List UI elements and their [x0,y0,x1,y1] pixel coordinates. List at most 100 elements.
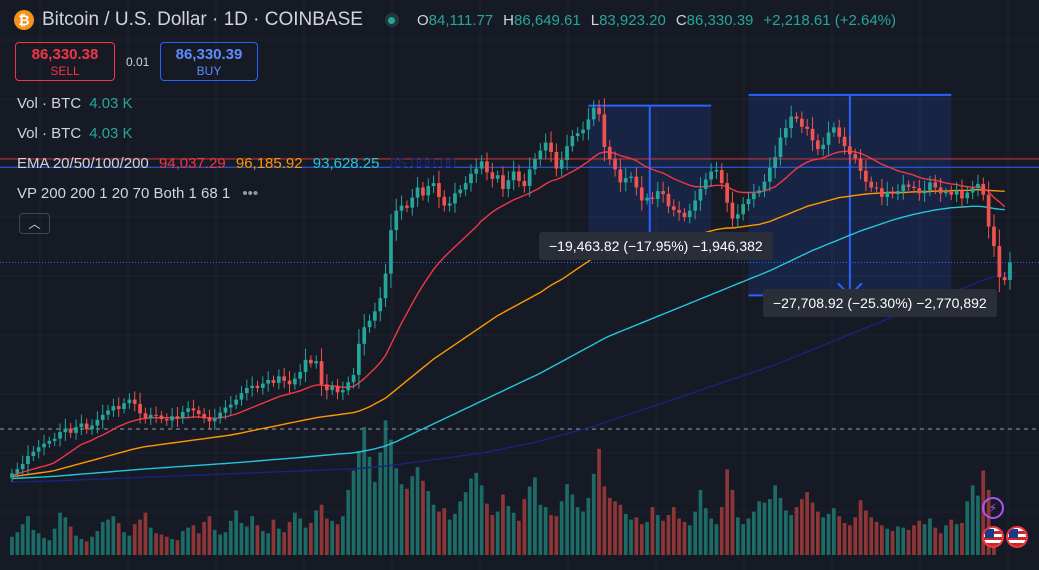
volume-bar [47,540,52,555]
candle-body [239,393,244,400]
candle-body [928,182,932,191]
candle-body [917,188,922,194]
volume-bar [928,518,932,555]
candle-body [458,189,463,194]
volume-bar [618,504,623,555]
candle-body [63,428,68,433]
candle-body [805,126,809,129]
volume-bar [623,513,628,555]
volume-bar [287,521,292,555]
candle-body [912,186,916,189]
candle-body [1002,277,1007,281]
volume-bar [154,533,158,555]
volume-bar [896,526,900,555]
chevron-up-icon: ︿ [28,217,41,231]
more-icon[interactable]: ••• [242,185,259,202]
candle-body [997,246,1002,278]
collapse-legend-button[interactable]: ︿ [19,213,50,234]
event-flags[interactable] [982,526,1030,552]
volume-bar [613,501,617,555]
volume-bar [938,533,943,555]
volume-bar [469,478,473,555]
volume-bar [581,511,585,555]
candle-body [26,456,30,464]
volume-bar [458,501,463,555]
symbol-title[interactable]: Bitcoin / U.S. Dollar · 1D · COINBASE [42,9,363,30]
ema20-value: 94,037.29 [158,155,226,172]
sell-button[interactable]: 86,330.38 SELL [15,42,115,81]
indicator-name: Vol · BTC [17,125,82,142]
candle-body [730,202,735,219]
candle-body [138,403,142,414]
volume-bar [575,507,580,555]
candle-body [826,132,831,145]
volume-bar [591,473,596,555]
candle-body [533,159,537,170]
volume-bar [68,526,73,555]
volume-bar [719,507,724,555]
volume-bar [639,524,644,555]
volume-bar [671,507,676,555]
lightning-icon[interactable]: ⚡ [982,497,1004,519]
candle-body [666,194,671,207]
volume-bar [965,501,970,555]
volume-bar [442,508,447,555]
candle-body [586,119,591,130]
volume-bar [821,517,825,555]
indicator-volume-profile[interactable]: VP 200 200 1 20 70 Both 1 68 1 ••• [17,185,258,202]
volume-bar [437,511,441,555]
measure-boxes[interactable] [588,93,952,297]
indicator-name: VP 200 200 1 20 70 Both 1 68 1 [17,185,231,202]
candle-body [789,116,793,129]
volume-bar [906,529,911,555]
candle-body [570,136,575,147]
candle-body [634,176,639,188]
volume-bar [842,523,847,555]
volume-bar [874,521,879,555]
volume-bar [666,515,671,555]
candle-body [164,419,169,421]
candle-body [671,206,676,210]
candle-body [591,107,596,120]
volume-bar [853,517,858,555]
candle-body [597,107,601,115]
volume-bar [917,520,922,556]
volume-bar [298,518,302,555]
candle-body [207,417,212,422]
ema200-line [11,271,1016,483]
volume-bar [511,512,516,555]
candle-body [821,144,825,150]
volume-bar [277,528,281,555]
bitcoin-icon: ₿ [14,10,34,30]
indicator-ema[interactable]: EMA 20/50/100/200 94,037.29 96,185.92 93… [17,155,456,172]
candle-body [405,205,409,208]
volume-bar [303,527,308,555]
close-label: C [675,11,687,29]
buy-button[interactable]: 86,330.39 BUY [160,42,258,81]
candle-body [234,399,238,405]
candle-body [752,193,756,200]
volume-bar [485,503,489,555]
ema50-line [11,188,1005,477]
volume-bar [74,535,78,555]
candle-body [245,388,249,394]
candle-body [84,423,89,430]
volume-bar [645,521,649,555]
volume-bar [207,516,212,555]
chart-header: ₿ Bitcoin / U.S. Dollar · 1D · COINBASE … [14,9,896,31]
indicator-volume-1[interactable]: Vol · BTC 4.03 K [17,95,133,112]
candle-body [410,197,415,208]
buy-price: 86,330.39 [175,45,243,63]
indicator-volume-2[interactable]: Vol · BTC 4.03 K [17,125,133,142]
candle-body [180,411,185,419]
low-value: 83,923.20 [599,11,666,29]
volume-bar [559,501,564,555]
candle-body [960,190,964,199]
candle-body [426,186,431,196]
volume-bar [95,531,100,555]
volume-bar [912,525,916,555]
candle-body [191,408,196,411]
ema100-value: 93,628.25 [312,155,380,172]
candle-body [981,183,986,195]
